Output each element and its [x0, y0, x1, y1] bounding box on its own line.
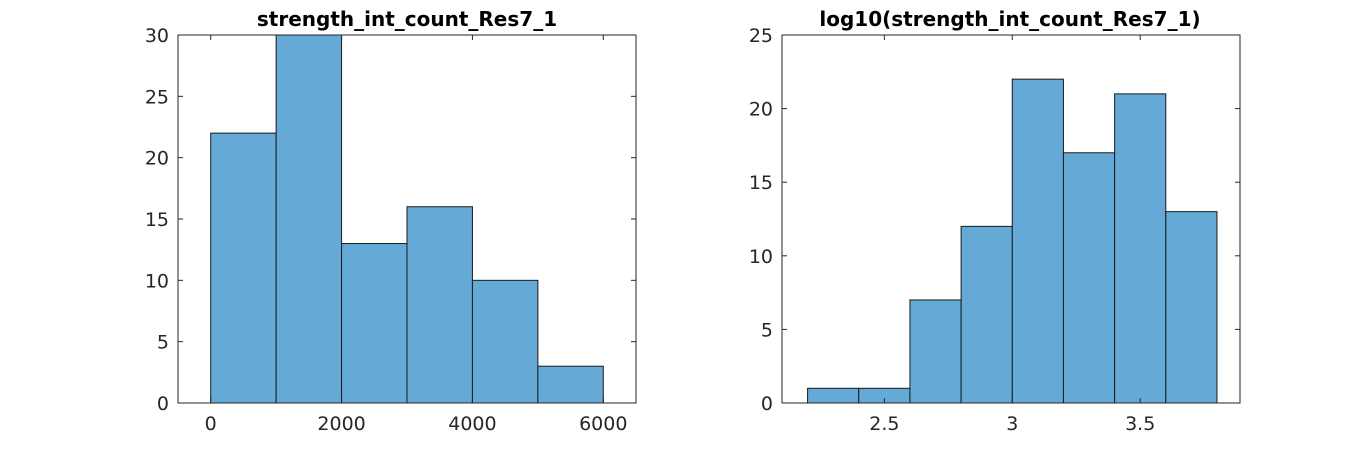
histogram-bar: [406, 206, 473, 404]
y-tick-label: 0: [761, 393, 773, 415]
x-tick-label: 2.5: [869, 413, 899, 435]
y-tick-label: 20: [145, 148, 169, 170]
x-tick-label: 3.5: [1125, 413, 1155, 435]
histogram-log10: log10(strength_int_count_Res7_1) 2.5 3 3.5…: [749, 7, 1241, 435]
histogram-bar: [1114, 93, 1167, 404]
x-tick-label: 4000: [448, 413, 496, 435]
histogram-bar: [471, 279, 539, 404]
y-tick-label: 0: [157, 393, 169, 415]
histogram-bar: [341, 243, 408, 404]
histogram-bar: [537, 365, 604, 404]
histogram-bar: [275, 34, 343, 404]
x-tick-label: 6000: [579, 413, 627, 435]
y-tick-label: 25: [145, 86, 169, 108]
chart-title: strength_int_count_Res7_1: [257, 7, 557, 31]
chart-title: log10(strength_int_count_Res7_1): [819, 7, 1200, 31]
y-tick-label: 5: [761, 319, 773, 341]
x-tick-label: 3: [1006, 413, 1018, 435]
y-tick-label: 20: [749, 99, 773, 121]
y-tick-label: 10: [749, 246, 773, 268]
x-tick-label: 0: [205, 413, 217, 435]
y-tick-label: 10: [145, 270, 169, 292]
y-tick-label: 15: [749, 172, 773, 194]
histogram-bar: [909, 299, 962, 404]
histogram-bar: [1011, 78, 1064, 404]
y-tick-label: 5: [157, 332, 169, 354]
histogram-bar: [210, 132, 277, 404]
histogram-bar: [960, 225, 1013, 404]
histogram-bar: [807, 387, 860, 404]
y-tick-label: 30: [145, 25, 169, 47]
histogram-bar: [1165, 211, 1218, 404]
histogram-bar: [1062, 152, 1116, 404]
y-tick-label: 25: [749, 25, 773, 47]
histogram-raw: strength_int_count_Res7_1 0 2000 4000 6000 0…: [145, 7, 637, 435]
x-tick-label: 2000: [317, 413, 365, 435]
y-tick-label: 15: [145, 209, 169, 231]
plot-frame: [781, 34, 1241, 404]
